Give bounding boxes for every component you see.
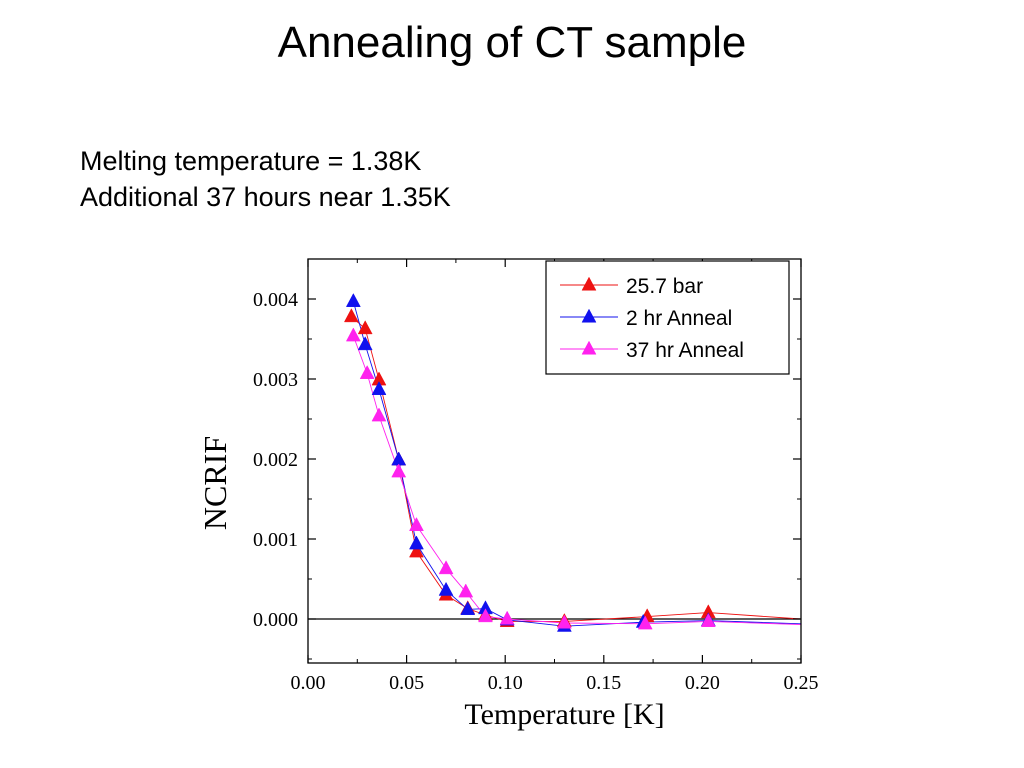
data-point-2-hr-anneal (460, 601, 476, 615)
x-tick-label: 0.00 (291, 672, 326, 694)
x-tick-label: 0.15 (586, 672, 621, 694)
data-point-2-hr-anneal (438, 581, 454, 596)
y-tick-label: 0.002 (253, 449, 298, 471)
data-point-37-hr-anneal (637, 615, 653, 630)
chart-legend-layer: 25.7 bar 2 hr Anneal 37 hr Anneal (545, 260, 790, 375)
data-point-37-hr-anneal (409, 517, 424, 531)
x-tick-label: 0.05 (389, 672, 424, 694)
data-point-37-hr-anneal (700, 613, 716, 627)
y-tick-label: 0.000 (253, 609, 298, 631)
data-point-37-hr-anneal (458, 583, 474, 598)
data-point-37-hr-anneal (499, 610, 515, 625)
x-axis-label: Temperature [K] (464, 698, 664, 731)
data-point-37-hr-anneal (478, 608, 493, 623)
chart-axis-layer: 0.00 0.05 0.10 0.15 0.20 0.25 0.000 0.001 0.002 0… (197, 258, 819, 731)
series-line-37-hr-anneal (352, 335, 802, 626)
y-tick-label: 0.001 (253, 529, 298, 551)
data-point-37-hr-anneal (438, 560, 454, 575)
data-point-2-hr-anneal (409, 535, 424, 550)
anneal-duration-line: Additional 37 hours near 1.35K (80, 182, 451, 212)
x-tick-label: 0.20 (685, 672, 720, 694)
chart-series-layer (343, 293, 802, 632)
data-point-37-hr-anneal (391, 463, 407, 478)
data-point-2-hr-anneal (371, 381, 387, 395)
legend-label-37-hr-anneal: 37 hr Anneal (626, 339, 744, 362)
y-axis-label: NCRIF (197, 436, 233, 530)
x-tick-label: 0.10 (488, 672, 523, 694)
legend-marker-2-hr-anneal (581, 308, 597, 323)
slide-title: Annealing of CT sample (277, 18, 747, 67)
melting-temperature-line: Melting temperature = 1.38K (80, 146, 422, 176)
legend-label-25-7-bar: 25.7 bar (626, 275, 703, 298)
y-tick-label: 0.004 (253, 289, 298, 311)
data-point-2-hr-anneal (357, 336, 373, 351)
legend-marker-25-7-bar (581, 276, 597, 291)
data-point-37-hr-anneal (359, 365, 375, 379)
slide-subtitle: Melting temperature = 1.38K Additional 3… (80, 143, 451, 215)
y-tick-label: 0.003 (253, 369, 298, 391)
data-point-37-hr-anneal (371, 407, 387, 422)
x-tick-label: 0.25 (784, 672, 819, 694)
data-point-37-hr-anneal (345, 327, 361, 342)
legend-label-2-hr-anneal: 2 hr Anneal (626, 307, 732, 330)
data-point-25-7-bar (409, 543, 424, 558)
data-point-2-hr-anneal (345, 293, 361, 307)
data-point-25-7-bar (357, 320, 373, 335)
data-point-37-hr-anneal (556, 614, 572, 629)
legend-marker-37-hr-anneal (581, 340, 597, 355)
data-point-25-7-bar (343, 308, 359, 323)
